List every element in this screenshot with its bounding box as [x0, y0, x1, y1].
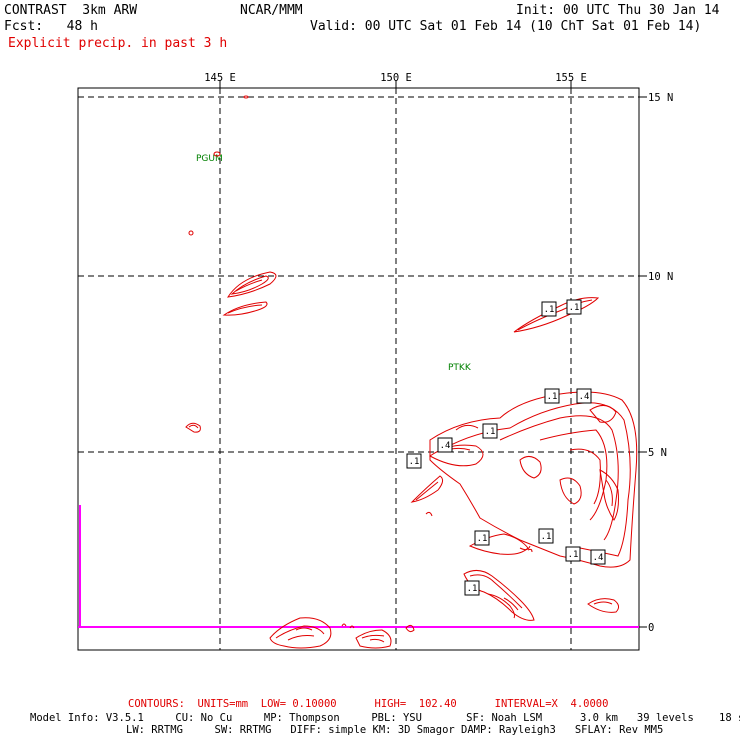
map-frame — [77, 87, 640, 651]
contour-label: .1 — [541, 301, 557, 317]
contour-label: .1 — [566, 299, 582, 315]
svg-text:.1: .1 — [547, 392, 558, 402]
contour-label: .1 — [565, 546, 581, 562]
model-info-line2: LW: RRTMG SW: RRTMG DIFF: simple KM: 3D … — [126, 724, 664, 736]
init-time: Init: 00 UTC Thu 30 Jan 14 — [516, 3, 720, 18]
lat-lon-grid — [78, 88, 639, 650]
station-pgum: PGUM — [196, 154, 223, 164]
station-ptkk: PTKK — [448, 363, 472, 373]
svg-text:.1: .1 — [485, 427, 496, 437]
contour-label: .4 — [437, 437, 453, 453]
contour-label: .1 — [464, 580, 480, 596]
contour-labels: .1 .1 .1 .4 .4 .1 .1 .1 .1 .1 .1 .4 — [406, 299, 606, 596]
svg-text:.1: .1 — [409, 457, 420, 467]
contour-label: .4 — [576, 388, 592, 404]
svg-text:.4: .4 — [579, 392, 590, 402]
valid-time: Valid: 00 UTC Sat 01 Feb 14 (10 ChT Sat … — [310, 19, 702, 34]
contour-label: .1 — [474, 530, 490, 546]
contour-label: .1 — [538, 528, 554, 544]
svg-text:.1: .1 — [477, 534, 488, 544]
lat-label-15n: 15 N — [648, 92, 673, 104]
contour-label: .1 — [482, 423, 498, 439]
center-name: NCAR/MMM — [240, 3, 303, 18]
svg-text:.1: .1 — [467, 584, 478, 594]
svg-text:.4: .4 — [593, 553, 604, 563]
lon-label-145: 145 E — [204, 72, 236, 84]
contours-info: CONTOURS: UNITS=mm LOW= 0.10000 HIGH= 10… — [128, 698, 609, 710]
svg-text:.1: .1 — [568, 550, 579, 560]
svg-text:.1: .1 — [541, 532, 552, 542]
model-info-line1: Model Info: V3.5.1 CU: No Cu MP: Thompso… — [30, 712, 740, 724]
lat-label-0: 0 — [648, 622, 654, 634]
svg-text:.4: .4 — [440, 441, 451, 451]
field-title: Explicit precip. in past 3 h — [8, 36, 228, 51]
precip-contours — [185, 95, 638, 649]
lon-label-155: 155 E — [555, 72, 587, 84]
contour-label: .1 — [544, 388, 560, 404]
model-title: CONTRAST 3km ARW — [4, 3, 138, 18]
svg-text:.1: .1 — [544, 305, 555, 315]
lon-label-150: 150 E — [380, 72, 412, 84]
frame-ticks — [219, 80, 647, 628]
contour-label: .1 — [406, 453, 422, 469]
svg-text:.1: .1 — [569, 303, 580, 313]
forecast-hour: Fcst: 48 h — [4, 19, 98, 34]
lat-label-5n: 5 N — [648, 447, 667, 459]
contour-label: .4 — [590, 549, 606, 565]
lat-label-10n: 10 N — [648, 271, 673, 283]
